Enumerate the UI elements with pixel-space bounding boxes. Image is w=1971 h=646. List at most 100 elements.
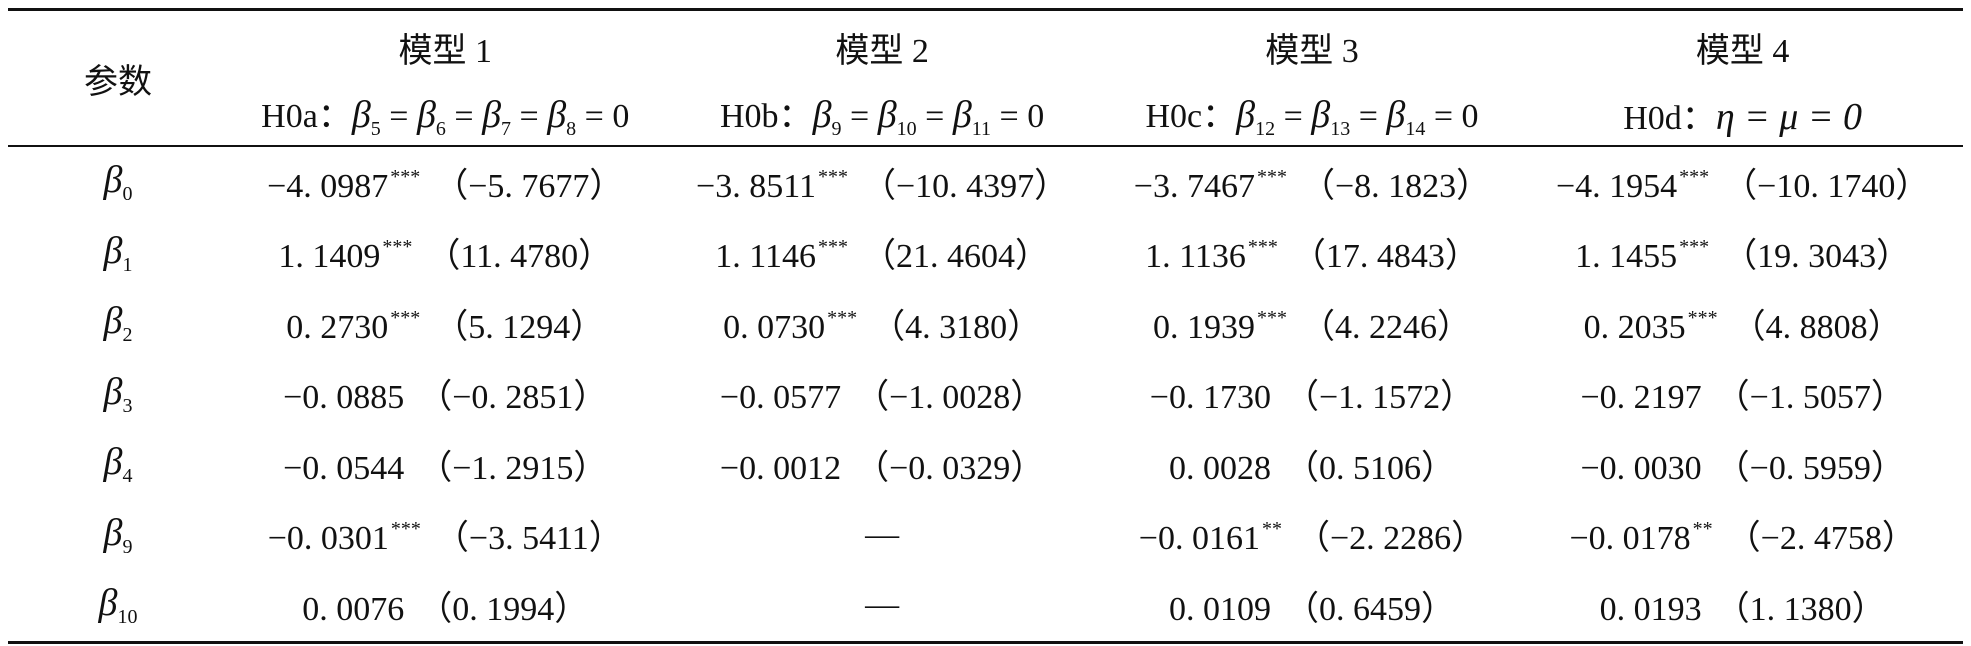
beta-subscript: 12 — [1255, 117, 1276, 140]
coefficient: 0. 0109 — [1168, 590, 1271, 628]
coefficient: 0. 2730 — [286, 308, 389, 346]
t-statistic: （−2. 4758） — [1726, 520, 1916, 558]
t-statistic: （11. 4780） — [426, 238, 613, 276]
table-row: β0 −4. 0987 *** （−5. 7677） −3. 8511 *** （−10. … — [8, 146, 1963, 218]
table-row: β2 0. 2730 *** （5. 1294） 0. 0730 *** （4. 3180）… — [8, 288, 1963, 359]
equals-sign: = — [380, 97, 417, 135]
coefficient: 1. 1455 — [1575, 238, 1678, 276]
param-subscript: 2 — [122, 324, 133, 347]
param-cell: β1 — [8, 218, 228, 289]
value-cell: 0. 2730 *** （5. 1294） — [228, 288, 663, 359]
value-cell: 1. 1136 *** （17. 4843） — [1102, 218, 1523, 289]
param-cell: β10 — [8, 570, 228, 644]
beta-symbol: β8 — [547, 93, 577, 140]
coefficient: 0. 0076 — [302, 590, 405, 628]
significance-stars: *** — [827, 306, 858, 329]
significance-stars: *** — [390, 165, 421, 188]
header-row-models: 参数 模型 1 模型 2 模型 3 模型 4 — [8, 9, 1963, 147]
beta-symbol: β11 — [952, 93, 992, 140]
equals-sign: = — [916, 97, 953, 135]
t-statistic: （−5. 7677） — [434, 167, 624, 205]
t-statistic: （−8. 1823） — [1300, 167, 1491, 205]
beta-symbol: β9 — [812, 93, 842, 140]
significance-stars: *** — [1256, 306, 1287, 329]
value-cell: −0. 0577 （−1. 0028） — [663, 359, 1102, 430]
equals-sign: = — [841, 97, 878, 135]
value-cell: 1. 1146 *** （21. 4604） — [663, 218, 1102, 289]
header-row-hypotheses: H0a：β5 = β6 = β7 = β8 = 0 H0b：β9 = β10 =… — [8, 83, 1963, 147]
t-statistic: （−1. 0028） — [855, 379, 1045, 417]
value-cell: −0. 0885 （−0. 2851） — [228, 359, 663, 430]
significance-stars: *** — [1687, 306, 1718, 329]
value-cell: 1. 1455 *** （19. 3043） — [1522, 218, 1963, 289]
param-header: 参数 — [8, 9, 228, 147]
equals-sign: = — [1350, 97, 1387, 135]
significance-stars: *** — [1256, 165, 1287, 188]
significance-stars: *** — [390, 518, 421, 541]
t-statistic: （−3. 5411） — [434, 520, 623, 558]
value-cell: 0. 0076 （0. 1994） — [228, 570, 663, 644]
param-cell: β2 — [8, 288, 228, 359]
significance-stars: *** — [390, 306, 421, 329]
beta-symbol: β6 — [416, 93, 446, 140]
regression-results-table: 参数 模型 1 模型 2 模型 3 模型 4 H0a：β5 = β6 = β7 … — [8, 8, 1963, 644]
param-symbol: β1 — [103, 229, 133, 276]
value-cell: — — [663, 500, 1102, 571]
significance-stars: *** — [1679, 165, 1710, 188]
table-body: β0 −4. 0987 *** （−5. 7677） −3. 8511 *** （−10. … — [8, 146, 1963, 644]
model-4-title: 模型 4 — [1695, 32, 1790, 70]
value-cell: 0. 1939 *** （4. 2246） — [1102, 288, 1523, 359]
t-statistic: （19. 3043） — [1723, 238, 1911, 276]
coefficient: 0. 1939 — [1152, 308, 1255, 346]
equals-sign: = — [1275, 97, 1312, 135]
coefficient: 0. 0028 — [1168, 449, 1271, 487]
coefficient: — — [865, 515, 900, 553]
value-cell: −3. 7467 *** （−8. 1823） — [1102, 146, 1523, 218]
coefficient: −0. 0885 — [283, 379, 405, 417]
value-cell: 0. 0109 （0. 6459） — [1101, 570, 1523, 644]
equals-sign: = — [445, 97, 483, 135]
t-statistic: （−1. 2915） — [418, 449, 608, 487]
table-row: β10 0. 0076 （0. 1994） —0. 0109 （0. 6459） 0. 0… — [8, 570, 1963, 644]
value-cell: −0. 0178 ** （−2. 4758） — [1522, 500, 1963, 571]
value-cell: −4. 1954 *** （−10. 1740） — [1522, 146, 1963, 218]
coefficient: −3. 7467 — [1133, 167, 1255, 205]
beta-subscript: 13 — [1330, 117, 1351, 140]
value-cell: 0. 2035 *** （4. 8808） — [1522, 288, 1963, 359]
t-statistic: （4. 2246） — [1300, 308, 1471, 346]
value-cell: −4. 0987 *** （−5. 7677） — [228, 146, 663, 218]
hypothesis-label: H0c： — [1145, 97, 1237, 135]
t-statistic: （−1. 5057） — [1715, 379, 1905, 417]
param-cell: β0 — [8, 146, 228, 218]
value-cell: −0. 0301 *** （−3. 5411） — [228, 500, 663, 571]
model-1-title: 模型 1 — [398, 32, 493, 70]
param-symbol: β0 — [103, 159, 133, 206]
coefficient: −0. 0030 — [1580, 449, 1702, 487]
model-1-hypothesis: H0a：β5 = β6 = β7 = β8 = 0 — [228, 83, 663, 147]
beta-subscript: 11 — [971, 117, 992, 140]
param-subscript: 1 — [122, 253, 133, 276]
param-subscript: 10 — [117, 606, 138, 629]
coefficient: 0. 0193 — [1599, 590, 1702, 628]
equals-sign: = — [511, 97, 548, 135]
t-statistic: （5. 1294） — [434, 308, 605, 346]
model-3-title: 模型 3 — [1265, 32, 1359, 70]
beta-subscript: 9 — [831, 117, 842, 140]
coefficient: −0. 0577 — [719, 379, 842, 417]
beta-subscript: 14 — [1405, 117, 1426, 140]
beta-subscript: 7 — [501, 117, 512, 140]
param-subscript: 3 — [122, 394, 133, 417]
hypothesis-label: H0b： — [720, 97, 813, 135]
param-cell: β9 — [8, 500, 228, 571]
param-subscript: 0 — [122, 183, 133, 206]
param-symbol: β3 — [103, 370, 133, 417]
greek-hypothesis: η = μ = 0 — [1715, 95, 1863, 138]
coefficient: 1. 1136 — [1145, 238, 1246, 276]
beta-subscript: 6 — [435, 117, 446, 140]
coefficient: 1. 1146 — [715, 238, 816, 276]
model-2-hypothesis: H0b：β9 = β10 = β11 = 0 — [662, 83, 1102, 147]
value-cell: −0. 0544 （−1. 2915） — [228, 429, 663, 500]
equals-zero: = 0 — [576, 97, 630, 135]
t-statistic: （−0. 5959） — [1715, 449, 1905, 487]
t-statistic: （4. 3180） — [871, 308, 1042, 346]
